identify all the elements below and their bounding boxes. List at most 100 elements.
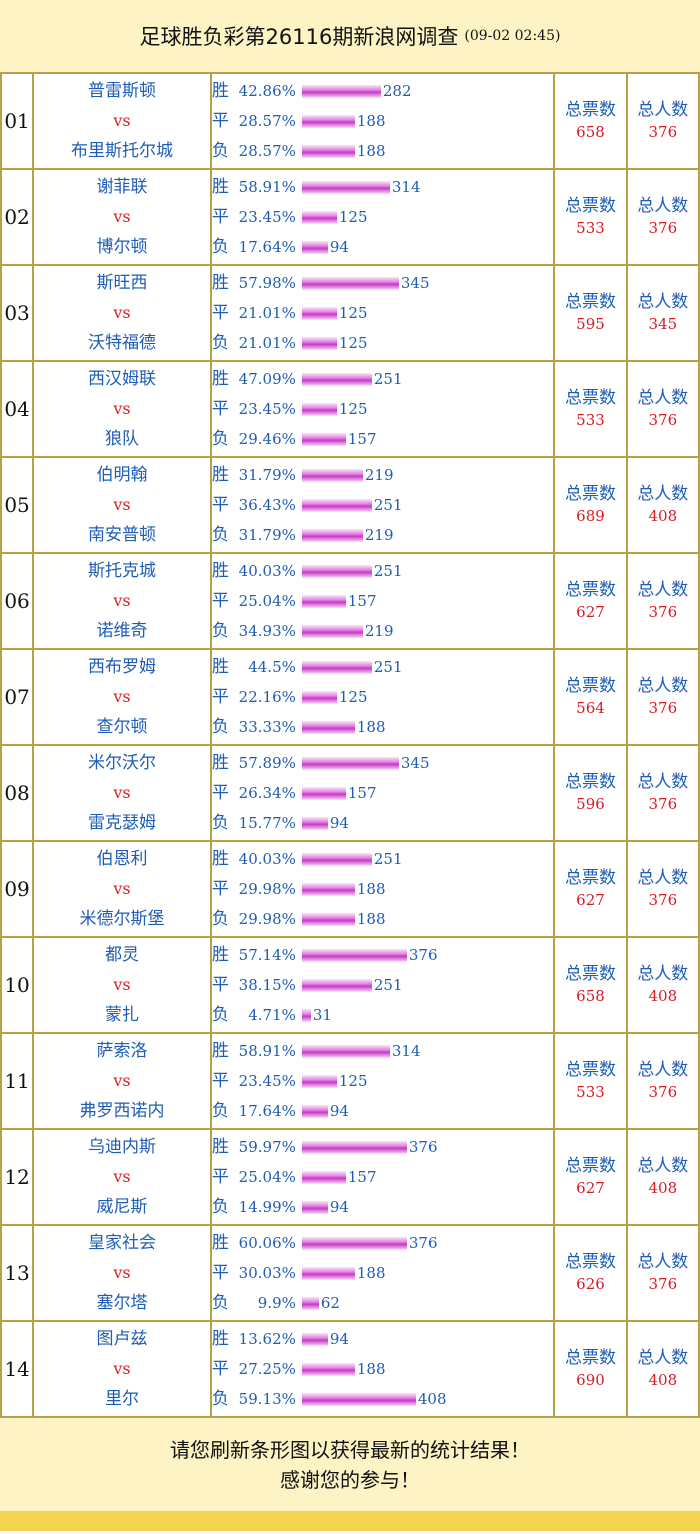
- teams-cell: 伯明翰 vs 南安普顿: [32, 456, 212, 554]
- draw-row: 平 23.45% 125: [212, 202, 553, 232]
- draw-row: 平 36.43% 251: [212, 490, 553, 520]
- match-number: 11: [0, 1032, 35, 1130]
- lose-bar: [301, 144, 355, 158]
- total-votes-label: 总票数: [564, 772, 616, 792]
- lose-bar: [301, 240, 328, 254]
- total-votes-label: 总票数: [564, 676, 616, 696]
- lose-percent: 28.57%: [238, 142, 296, 160]
- draw-count: 188: [356, 1264, 386, 1282]
- away-team: 威尼斯: [96, 1197, 148, 1217]
- win-row: 胜 44.5% 251: [212, 652, 553, 682]
- total-votes-cell: 总票数 627: [553, 1128, 628, 1226]
- lose-percent: 33.33%: [238, 718, 296, 736]
- match-row: 04 西汉姆联 vs 狼队 胜 47.09% 251 平 23.45% 125 …: [0, 360, 700, 458]
- lose-row: 负 33.33% 188: [212, 712, 553, 742]
- win-percent: 57.14%: [238, 946, 296, 964]
- lose-count: 188: [356, 718, 386, 736]
- match-row: 06 斯托克城 vs 诺维奇 胜 40.03% 251 平 25.04% 157…: [0, 552, 700, 650]
- page-header: 足球胜负彩第26116期新浪网调查 (09-02 02:45): [0, 0, 700, 72]
- vs-label: vs: [113, 111, 131, 130]
- total-people-value: 376: [648, 1083, 678, 1101]
- match-number: 09: [0, 840, 35, 938]
- lose-percent: 14.99%: [238, 1198, 296, 1216]
- win-label: 胜: [211, 945, 229, 965]
- total-people-cell: 总人数 376: [625, 360, 700, 458]
- win-label: 胜: [211, 657, 229, 677]
- win-count: 314: [391, 178, 421, 196]
- vs-label: vs: [113, 975, 131, 994]
- win-percent: 47.09%: [238, 370, 296, 388]
- lose-count: 94: [329, 1102, 349, 1120]
- vote-bars-cell: 胜 59.97% 376 平 25.04% 157 负 14.99% 94: [209, 1128, 556, 1226]
- total-votes-cell: 总票数 690: [553, 1320, 628, 1418]
- teams-cell: 谢菲联 vs 博尔顿: [32, 168, 212, 266]
- teams-cell: 普雷斯顿 vs 布里斯托尔城: [32, 72, 212, 170]
- total-people-value: 376: [648, 699, 678, 717]
- draw-percent: 21.01%: [238, 304, 296, 322]
- lose-row: 负 29.98% 188: [212, 904, 553, 934]
- draw-label: 平: [211, 495, 229, 515]
- total-people-label: 总人数: [637, 676, 689, 696]
- away-team: 狼队: [105, 429, 139, 449]
- home-team: 图卢兹: [96, 1329, 148, 1349]
- lose-label: 负: [211, 237, 229, 257]
- lose-row: 负 14.99% 94: [212, 1192, 553, 1222]
- draw-row: 平 30.03% 188: [212, 1258, 553, 1288]
- total-votes-value: 689: [576, 507, 605, 525]
- win-count: 251: [373, 562, 403, 580]
- total-votes-cell: 总票数 689: [553, 456, 628, 554]
- lose-label: 负: [211, 1101, 229, 1121]
- lose-bar: [301, 1104, 328, 1118]
- lose-row: 负 17.64% 94: [212, 232, 553, 262]
- draw-label: 平: [211, 975, 229, 995]
- match-number: 13: [0, 1224, 35, 1322]
- teams-cell: 西汉姆联 vs 狼队: [32, 360, 212, 458]
- home-team: 西布罗姆: [88, 657, 156, 677]
- lose-bar: [301, 1200, 328, 1214]
- total-people-label: 总人数: [637, 1348, 689, 1368]
- total-votes-label: 总票数: [564, 1252, 616, 1272]
- draw-bar: [301, 1362, 355, 1376]
- teams-cell: 图卢兹 vs 里尔: [32, 1320, 212, 1418]
- vs-label: vs: [113, 591, 131, 610]
- win-row: 胜 57.14% 376: [212, 940, 553, 970]
- lose-bar: [301, 624, 363, 638]
- draw-count: 125: [338, 1072, 368, 1090]
- draw-count: 188: [356, 1360, 386, 1378]
- win-row: 胜 58.91% 314: [212, 172, 553, 202]
- win-row: 胜 13.62% 94: [212, 1324, 553, 1354]
- draw-count: 157: [347, 784, 377, 802]
- away-team: 里尔: [105, 1389, 139, 1409]
- draw-label: 平: [211, 399, 229, 419]
- home-team: 谢菲联: [96, 177, 148, 197]
- total-votes-cell: 总票数 595: [553, 264, 628, 362]
- draw-percent: 30.03%: [238, 1264, 296, 1282]
- lose-label: 负: [211, 717, 229, 737]
- lose-count: 219: [364, 622, 394, 640]
- total-votes-value: 626: [576, 1275, 605, 1293]
- teams-cell: 皇家社会 vs 塞尔塔: [32, 1224, 212, 1322]
- win-bar: [301, 756, 399, 770]
- total-people-cell: 总人数 376: [625, 72, 700, 170]
- total-people-label: 总人数: [637, 1060, 689, 1080]
- teams-cell: 都灵 vs 蒙扎: [32, 936, 212, 1034]
- win-percent: 40.03%: [238, 562, 296, 580]
- teams-cell: 乌迪内斯 vs 威尼斯: [32, 1128, 212, 1226]
- win-label: 胜: [211, 561, 229, 581]
- win-percent: 42.86%: [238, 82, 296, 100]
- total-people-cell: 总人数 376: [625, 1032, 700, 1130]
- lose-bar: [301, 1392, 416, 1406]
- draw-bar: [301, 306, 337, 320]
- total-votes-value: 627: [576, 891, 605, 909]
- lose-count: 188: [356, 142, 386, 160]
- total-people-label: 总人数: [637, 580, 689, 600]
- total-people-value: 408: [648, 507, 678, 525]
- timestamp: (09-02 02:45): [464, 28, 561, 44]
- win-row: 胜 57.98% 345: [212, 268, 553, 298]
- draw-percent: 28.57%: [238, 112, 296, 130]
- draw-percent: 23.45%: [238, 400, 296, 418]
- draw-row: 平 27.25% 188: [212, 1354, 553, 1384]
- total-votes-value: 658: [576, 123, 605, 141]
- draw-row: 平 23.45% 125: [212, 1066, 553, 1096]
- win-row: 胜 57.89% 345: [212, 748, 553, 778]
